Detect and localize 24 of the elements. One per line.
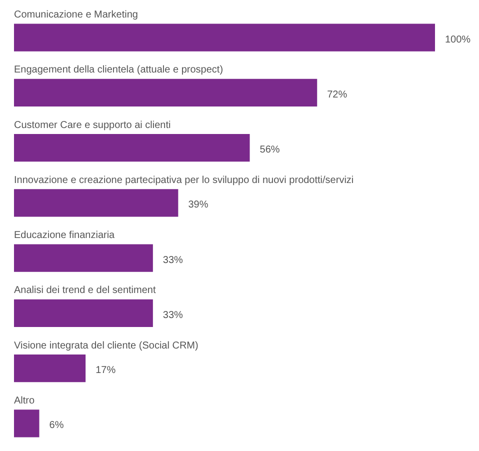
- data-label: 33%: [162, 310, 184, 321]
- data-label: 6%: [49, 420, 64, 432]
- data-label: 17%: [96, 365, 116, 376]
- y-tick-label: Educazione finanziaria: [14, 230, 116, 242]
- bar: [14, 410, 40, 438]
- bar: [14, 24, 435, 52]
- bar: [14, 299, 153, 327]
- data-label: 56%: [260, 144, 280, 156]
- y-tick-label: Visione integrata del cliente (Social CRM): [14, 340, 198, 352]
- bar: [14, 134, 250, 162]
- bar: [14, 78, 318, 106]
- y-tick-label: Comunicazione e Marketing: [14, 10, 138, 21]
- y-tick-label: Altro: [14, 395, 35, 406]
- bar: [14, 244, 153, 272]
- y-tick-label: Customer Care e supporto ai clienti: [14, 120, 171, 131]
- data-label: 39%: [188, 200, 208, 211]
- data-label: 72%: [327, 89, 348, 100]
- data-label: 100%: [445, 34, 471, 46]
- y-tick-label: Engagement della clientela (attuale e prospect): [14, 64, 224, 76]
- y-tick-label: Innovazione e creazione partecipativa per lo sviluppo di nuovi prodotti/servizi: [14, 174, 354, 186]
- bar: [14, 354, 86, 382]
- data-label: 33%: [162, 254, 184, 266]
- bar: [14, 189, 178, 217]
- y-tick-label: Analisi dei trend e del sentiment: [14, 285, 156, 296]
